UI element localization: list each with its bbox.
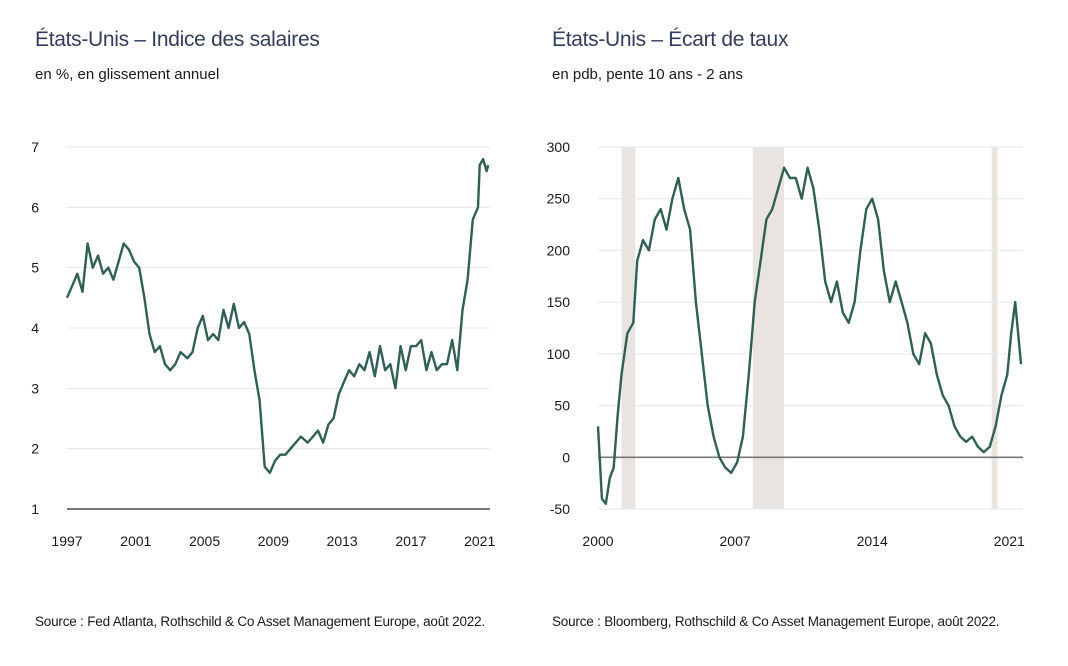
recession-band [991,147,998,509]
y-tick-label: 4 [31,320,39,336]
recession-band [752,147,785,509]
series-line [65,157,490,474]
x-tick-label: 2007 [720,533,751,549]
x-tick-label: 2001 [120,533,151,549]
x-tick-label: 2009 [258,533,289,549]
chart-source: Source : Fed Atlanta, Rothschild & Co As… [35,614,485,629]
x-tick-label: 1997 [51,533,82,549]
y-tick-label: 7 [31,139,39,155]
series-line [596,166,1023,505]
y-tick-label: 200 [547,242,571,258]
chart-panel-wages: États-Unis – Indice des salaires en %, e… [31,28,495,629]
x-tick-label: 2021 [994,533,1025,549]
x-tick-label: 2014 [857,533,888,549]
chart-panel-yield-spread: États-Unis – Écart de taux en pdb, pente… [534,0,1068,666]
chart-subtitle: en %, en glissement annuel [35,66,220,83]
x-tick-label: 2000 [582,533,613,549]
y-tick-label: 0 [562,449,570,465]
wage-index-chart: 1 2 3 4 5 6 7 1997 2001 2005 2009 2013 2017 2021 [31,139,495,549]
recession-band [621,147,636,509]
y-tick-label: 150 [547,294,571,310]
y-tick-label: 1 [31,501,39,517]
y-tick-label: -50 [550,501,570,517]
y-tick-label: 2 [31,441,39,457]
y-tick-label: 5 [31,260,39,276]
chart-title: États-Unis – Écart de taux [552,28,789,51]
x-tick-label: 2005 [189,533,220,549]
y-tick-label: 100 [547,346,571,362]
y-tick-label: 3 [31,380,39,396]
x-tick-label: 2017 [395,533,426,549]
chart-source: Source : Bloomberg, Rothschild & Co Asse… [552,614,1000,629]
chart-subtitle: en pdb, pente 10 ans - 2 ans [552,66,743,83]
y-tick-label: 250 [547,191,571,207]
x-tick-label: 2013 [327,533,358,549]
y-tick-label: 300 [547,139,571,155]
y-tick-label: 6 [31,199,39,215]
x-tick-label: 2021 [464,533,495,549]
chart-title: États-Unis – Indice des salaires [35,28,320,51]
yield-spread-chart: -50 0 50 100 150 200 250 300 2000 2007 2014 2021 [547,139,1025,549]
y-tick-label: 50 [554,398,570,414]
